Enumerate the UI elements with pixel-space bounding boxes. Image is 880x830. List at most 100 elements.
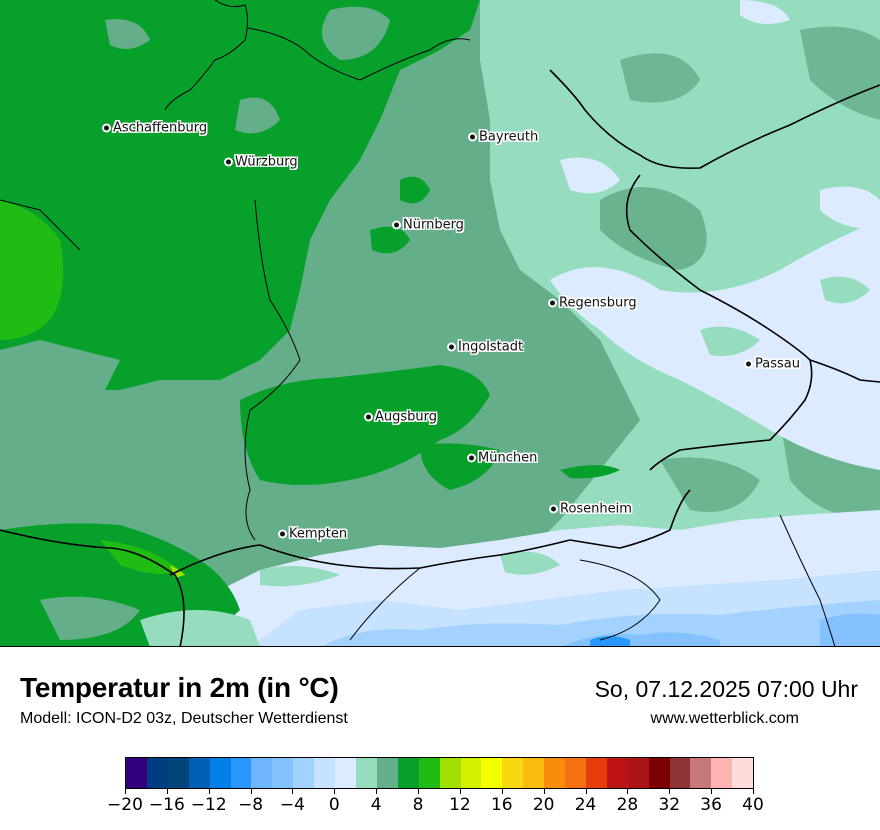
colorbar-segment (251, 758, 273, 788)
colorbar-tick-label: −4 (279, 795, 305, 815)
colorbar-segment (209, 758, 231, 788)
city-marker[interactable]: Bayreuth (470, 130, 538, 145)
colorbar-tick (250, 789, 252, 794)
colorbar-segment (188, 758, 210, 788)
colorbar-segment (585, 758, 607, 788)
colorbar-segment (732, 758, 754, 788)
colorbar-tick (125, 789, 126, 794)
city-label: Bayreuth (479, 129, 539, 145)
colorbar-segment (690, 758, 712, 788)
colorbar-segment (627, 758, 649, 788)
city-dot-icon (394, 222, 399, 228)
city-label: Nürnberg (403, 217, 464, 233)
temperature-field (0, 0, 880, 646)
colorbar-tick (208, 789, 210, 794)
city-marker[interactable]: Ingolstadt (449, 340, 523, 355)
colorbar-tick (753, 789, 754, 794)
city-label: Passau (755, 356, 800, 372)
colorbar-tick-label: 16 (490, 795, 513, 815)
colorbar-segment (439, 758, 461, 788)
city-marker[interactable]: Regensburg (550, 296, 637, 311)
city-dot-icon (280, 531, 285, 537)
map-title: Temperatur in 2m (in °C) (20, 672, 339, 703)
state-border (0, 0, 836, 646)
colorbar-tick (585, 789, 587, 794)
city-dot-icon (550, 300, 555, 306)
website-link[interactable]: www.wetterblick.com (650, 710, 799, 727)
colorbar-segment (167, 758, 189, 788)
colorbar-segment (335, 758, 356, 788)
valid-datetime: So, 07.12.2025 07:00 Uhr (594, 676, 858, 702)
city-label: München (478, 450, 538, 466)
model-source: Modell: ICON-D2 03z, Deutscher Wetterdie… (20, 710, 348, 727)
colorbar-segment (397, 758, 419, 788)
city-marker[interactable]: Aschaffenburg (104, 121, 207, 136)
country-border (0, 69, 880, 646)
city-dot-icon (449, 344, 454, 350)
colorbar-segment (230, 758, 252, 788)
colorbar-segment (544, 758, 566, 788)
colorbar-segment (648, 758, 670, 788)
colorbar-tick (627, 789, 629, 794)
colorbar-tick (459, 789, 461, 794)
city-label: Rosenheim (560, 501, 632, 517)
colorbar-tick-label: −16 (148, 795, 185, 815)
colorbar-tick (334, 789, 336, 794)
city-label: Würzburg (235, 154, 298, 170)
colorbar-segment (418, 758, 440, 788)
colorbar-segment (481, 758, 503, 788)
city-dot-icon (746, 361, 751, 367)
city-dot-icon (469, 455, 474, 461)
city-dot-icon (366, 414, 371, 420)
city-dot-icon (226, 159, 231, 165)
colorbar-tick-label: 8 (412, 795, 424, 815)
colorbar-tick-label: 40 (742, 795, 764, 815)
colorbar-tick-label: 24 (574, 795, 597, 815)
colorbar-tick (418, 789, 420, 794)
city-label: Aschaffenburg (113, 120, 208, 136)
colorbar-segment (146, 758, 168, 788)
temperature-map[interactable]: Aschaffenburg Würzburg Bayreuth Nürnberg Reg… (0, 0, 880, 647)
city-marker[interactable]: München (469, 451, 537, 466)
colorbar-segment (293, 758, 315, 788)
colorbar-tick (376, 789, 378, 794)
colorbar-tick-label: −12 (190, 795, 227, 815)
colorbar-tick-label: 4 (370, 795, 382, 815)
city-dot-icon (551, 506, 556, 512)
city-label: Ingolstadt (458, 339, 524, 355)
city-marker[interactable]: Würzburg (226, 155, 298, 170)
city-label: Regensburg (559, 295, 637, 311)
city-dot-icon (470, 134, 475, 140)
colorbar-tick-label: 32 (658, 795, 681, 815)
city-label: Kempten (289, 526, 348, 542)
city-marker[interactable]: Nürnberg (394, 218, 464, 233)
colorbar-tick-label: 20 (532, 795, 555, 815)
colorbar-tick (543, 789, 545, 794)
city-marker[interactable]: Kempten (280, 527, 347, 542)
colorbar-segment (711, 758, 733, 788)
colorbar-tick-label: 36 (700, 795, 722, 815)
colorbar-segment (126, 758, 147, 788)
colorbar-ticks: −20 −16 −12 −8 −4 0 4 8 12 16 20 24 28 32 36 40 (107, 789, 764, 829)
colorbar-tick (166, 789, 168, 794)
city-dot-icon (104, 125, 109, 131)
colorbar-segment (376, 758, 398, 788)
colorbar-tick (669, 789, 671, 794)
temperature-colorbar (125, 757, 754, 789)
colorbar-tick-label: 28 (616, 795, 639, 815)
colorbar-segment (523, 758, 545, 788)
colorbar-tick-label: 0 (328, 795, 340, 815)
colorbar-tick-label: −8 (238, 795, 264, 815)
colorbar-tick (292, 789, 294, 794)
colorbar-segment (314, 758, 336, 788)
colorbar-segment (565, 758, 586, 788)
city-marker[interactable]: Augsburg (366, 410, 437, 425)
city-marker[interactable]: Passau (746, 357, 800, 372)
colorbar-segment (272, 758, 294, 788)
colorbar-tick (711, 789, 713, 794)
colorbar-segment (606, 758, 628, 788)
colorbar-segment (669, 758, 691, 788)
city-label: Augsburg (375, 409, 438, 425)
city-marker[interactable]: Rosenheim (551, 502, 632, 517)
colorbar-tick (501, 789, 503, 794)
